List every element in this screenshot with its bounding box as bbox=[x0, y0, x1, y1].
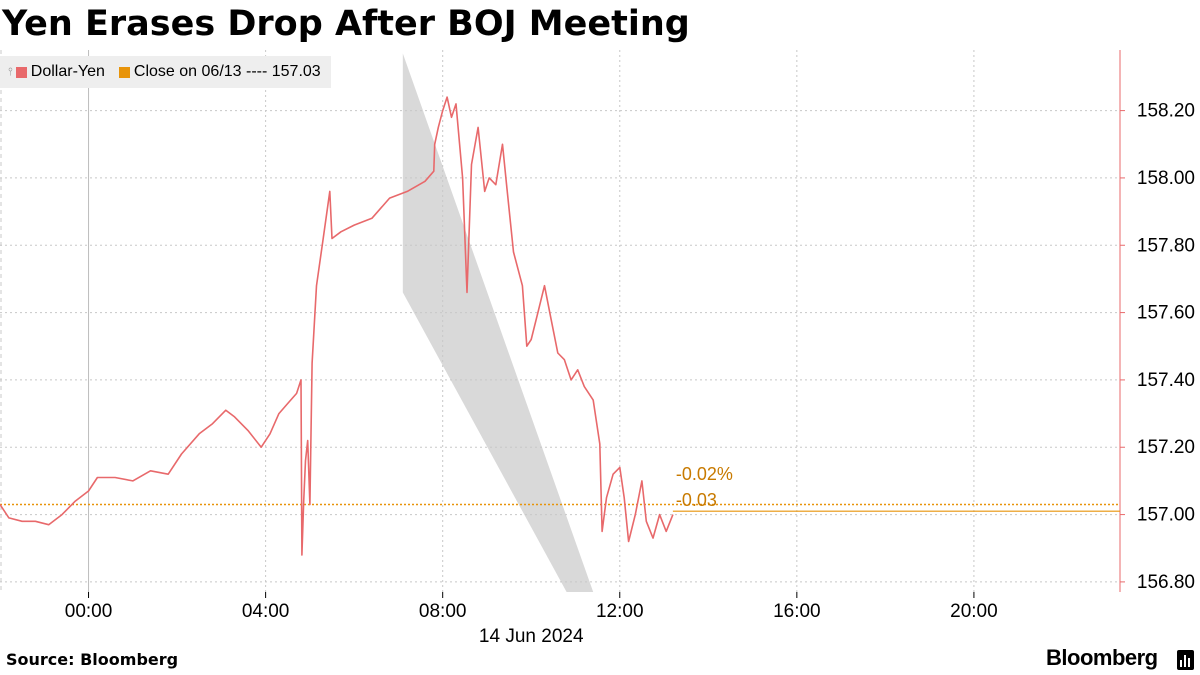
y-tick-label: 158.00 bbox=[1137, 168, 1195, 189]
legend-label-dollar-yen: Dollar-Yen bbox=[30, 63, 105, 80]
bloomberg-bars-icon bbox=[1177, 650, 1194, 670]
y-tick-label: 157.20 bbox=[1137, 437, 1195, 458]
y-tick-label: 157.00 bbox=[1137, 505, 1195, 526]
annotation-pct-change: -0.02% bbox=[676, 464, 733, 484]
x-tick-label: 20:00 bbox=[950, 601, 998, 622]
chart-legend[interactable]: ⫯ Dollar-Yen Close on 06/13 ---- 157.03 bbox=[0, 56, 331, 88]
y-tick-label: 156.80 bbox=[1137, 572, 1195, 593]
y-tick-label: 157.80 bbox=[1137, 235, 1195, 256]
annotation-abs-change: -0.03 bbox=[676, 490, 717, 510]
chart-title: Yen Erases Drop After BOJ Meeting bbox=[2, 4, 690, 44]
series-line-dollar-yen bbox=[0, 96, 674, 556]
legend-swatch-dollar-yen bbox=[15, 66, 27, 78]
legend-item-dollar-yen[interactable]: Dollar-Yen bbox=[15, 63, 105, 81]
y-tick-label: 158.20 bbox=[1137, 101, 1195, 122]
x-tick-label: 08:00 bbox=[419, 601, 467, 622]
x-tick-label: 00:00 bbox=[65, 601, 113, 622]
legend-item-close[interactable]: Close on 06/13 ---- 157.03 bbox=[118, 63, 321, 81]
highlight-band bbox=[402, 53, 594, 592]
source-note: Source: Bloomberg bbox=[6, 650, 179, 669]
x-tick-label: 16:00 bbox=[773, 601, 821, 622]
x-date-label: 14 Jun 2024 bbox=[479, 626, 584, 647]
y-tick-label: 157.40 bbox=[1137, 370, 1195, 391]
x-tick-label: 04:00 bbox=[242, 601, 290, 622]
legend-swatch-close bbox=[118, 66, 130, 78]
x-tick-label: 12:00 bbox=[596, 601, 644, 622]
y-tick-label: 157.60 bbox=[1137, 303, 1195, 324]
brand-logo-text: Bloomberg bbox=[1046, 645, 1158, 670]
legend-handle-icon[interactable]: ⫯ bbox=[8, 65, 13, 78]
legend-label-close: Close on 06/13 ---- 157.03 bbox=[133, 63, 321, 80]
